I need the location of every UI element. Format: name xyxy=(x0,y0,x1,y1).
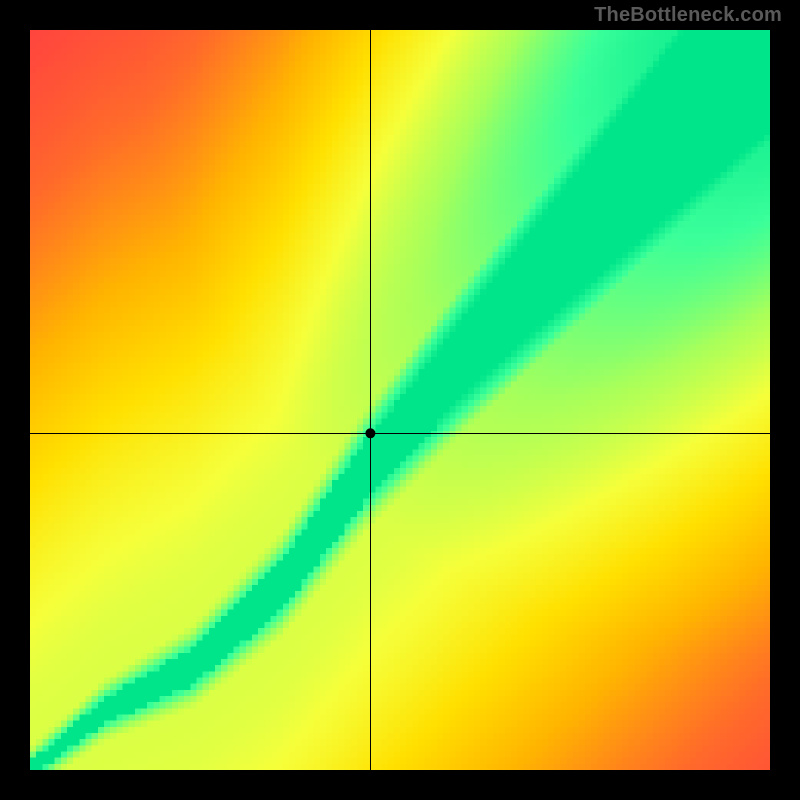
marker-dot xyxy=(365,428,375,438)
crosshair-overlay xyxy=(30,30,770,770)
attribution-text: TheBottleneck.com xyxy=(594,4,782,27)
chart-container: TheBottleneck.com xyxy=(0,0,800,800)
